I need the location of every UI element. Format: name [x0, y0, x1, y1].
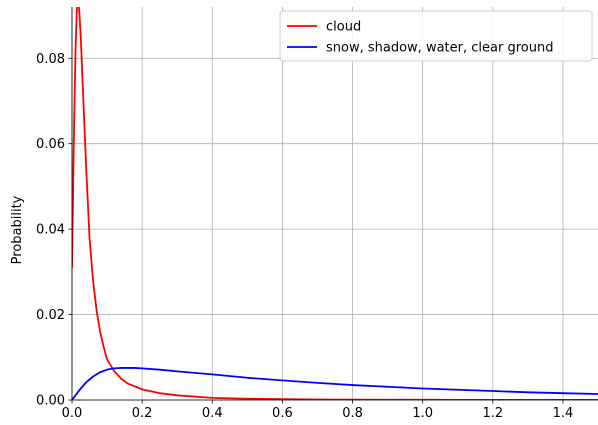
- y-axis-label: Probability: [10, 195, 25, 264]
- y-tick-label: 0.02: [36, 308, 65, 323]
- y-tick-label: 0.04: [36, 223, 65, 238]
- x-tick-label: 0.4: [202, 406, 223, 421]
- x-tick-label: 0.2: [132, 406, 153, 421]
- x-tick-label: 0.0: [62, 406, 83, 421]
- x-tick-label: 0.6: [272, 406, 293, 421]
- y-tick-label: 0.06: [36, 137, 65, 152]
- y-axis-ticks: 0.00 0.02 0.04 0.06 0.08: [36, 52, 72, 409]
- series-line-cloud: [72, 7, 598, 400]
- legend: cloud snow, shadow, water, clear ground: [279, 10, 593, 62]
- x-tick-label: 1.2: [482, 406, 503, 421]
- legend-label: cloud: [326, 20, 361, 35]
- x-tick-label: 1.4: [553, 406, 574, 421]
- grid-lines: [71, 7, 598, 401]
- y-tick-label: 0.00: [36, 394, 65, 409]
- legend-label: snow, shadow, water, clear ground: [326, 41, 553, 56]
- series-layer: [72, 7, 598, 400]
- x-axis-ticks: 0.0 0.2 0.4 0.6 0.8 1.0 1.2 1.4: [62, 400, 574, 421]
- x-tick-label: 0.8: [342, 406, 363, 421]
- y-tick-label: 0.08: [36, 52, 65, 67]
- axes: [71, 7, 598, 401]
- x-tick-label: 1.0: [412, 406, 433, 421]
- legend-box: [279, 10, 593, 62]
- series-line-snow-shadow-water-clear-ground: [72, 367, 598, 400]
